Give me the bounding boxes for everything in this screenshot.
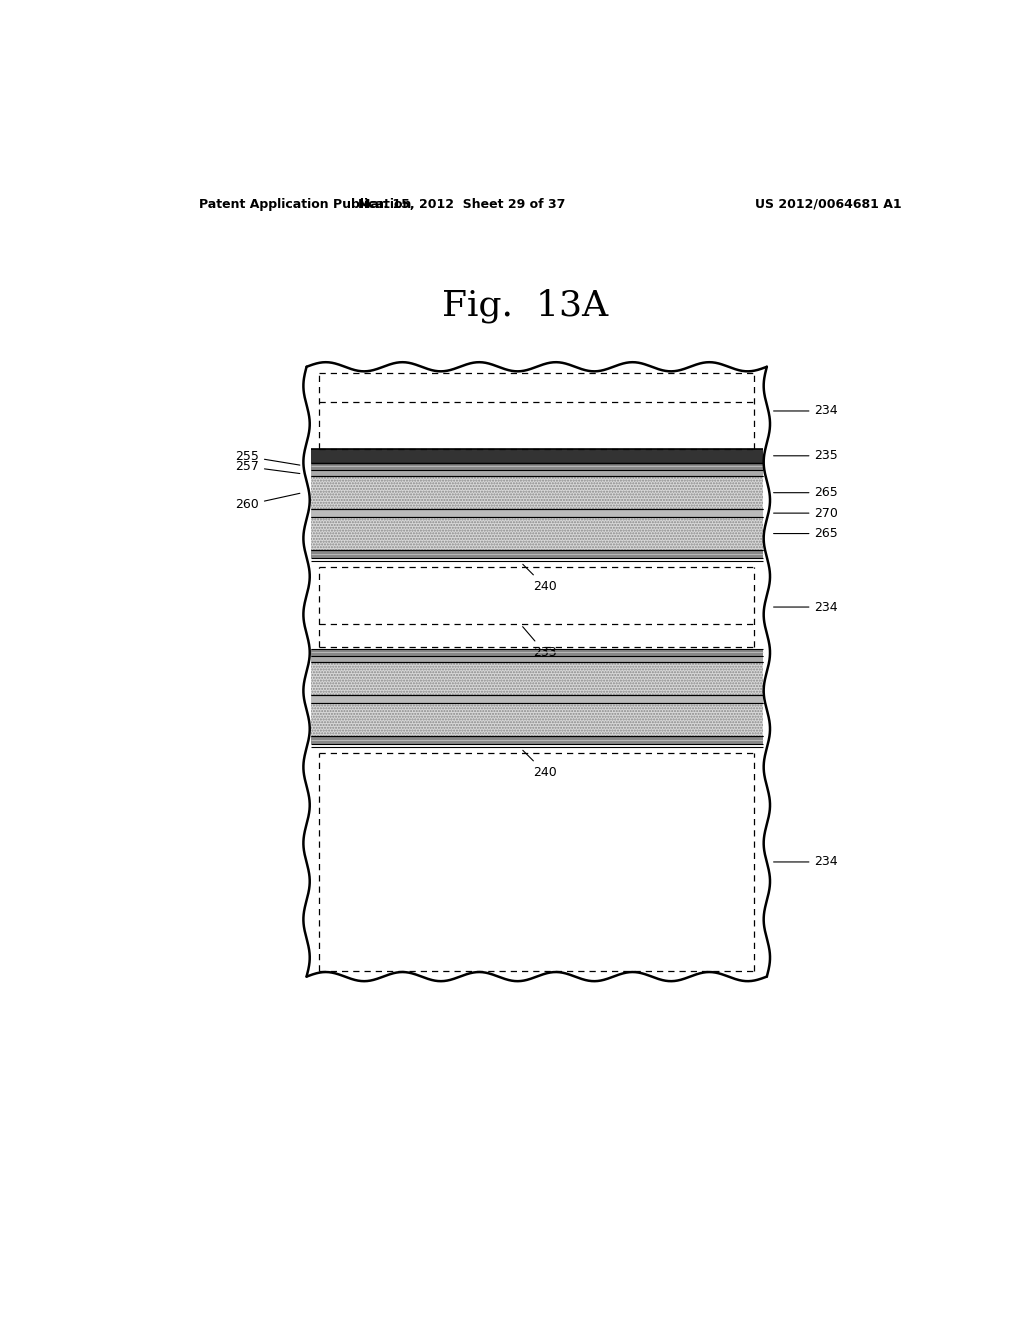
Text: 257: 257	[236, 461, 300, 474]
Bar	[310, 462, 763, 470]
Bar	[310, 661, 763, 696]
Bar	[310, 510, 763, 517]
Bar	[310, 737, 763, 743]
Text: 240: 240	[523, 564, 556, 593]
Bar	[310, 449, 763, 462]
Bar	[310, 661, 763, 696]
Bar	[310, 470, 763, 477]
Text: 260: 260	[236, 494, 300, 511]
Bar	[310, 702, 763, 737]
Bar	[310, 517, 763, 550]
Text: Fig.  13A: Fig. 13A	[441, 289, 608, 323]
Text: 233: 233	[522, 627, 556, 659]
Bar	[310, 370, 763, 974]
Text: 255: 255	[236, 450, 300, 465]
Bar	[310, 477, 763, 510]
Text: 234: 234	[773, 601, 838, 614]
Text: 270: 270	[773, 507, 839, 520]
Text: Patent Application Publication: Patent Application Publication	[200, 198, 412, 211]
Bar	[310, 517, 763, 550]
Text: 235: 235	[773, 449, 839, 462]
Text: 234: 234	[773, 404, 838, 417]
Text: Mar. 15, 2012  Sheet 29 of 37: Mar. 15, 2012 Sheet 29 of 37	[357, 198, 565, 211]
Text: US 2012/0064681 A1: US 2012/0064681 A1	[755, 198, 901, 211]
Bar	[310, 702, 763, 737]
Bar	[310, 550, 763, 557]
Bar	[310, 696, 763, 702]
Bar	[310, 648, 763, 656]
Text: 265: 265	[773, 486, 839, 499]
Bar	[310, 477, 763, 510]
Text: 234: 234	[773, 855, 838, 869]
Bar	[310, 656, 763, 661]
Text: 240: 240	[523, 750, 556, 779]
Text: 265: 265	[773, 527, 839, 540]
